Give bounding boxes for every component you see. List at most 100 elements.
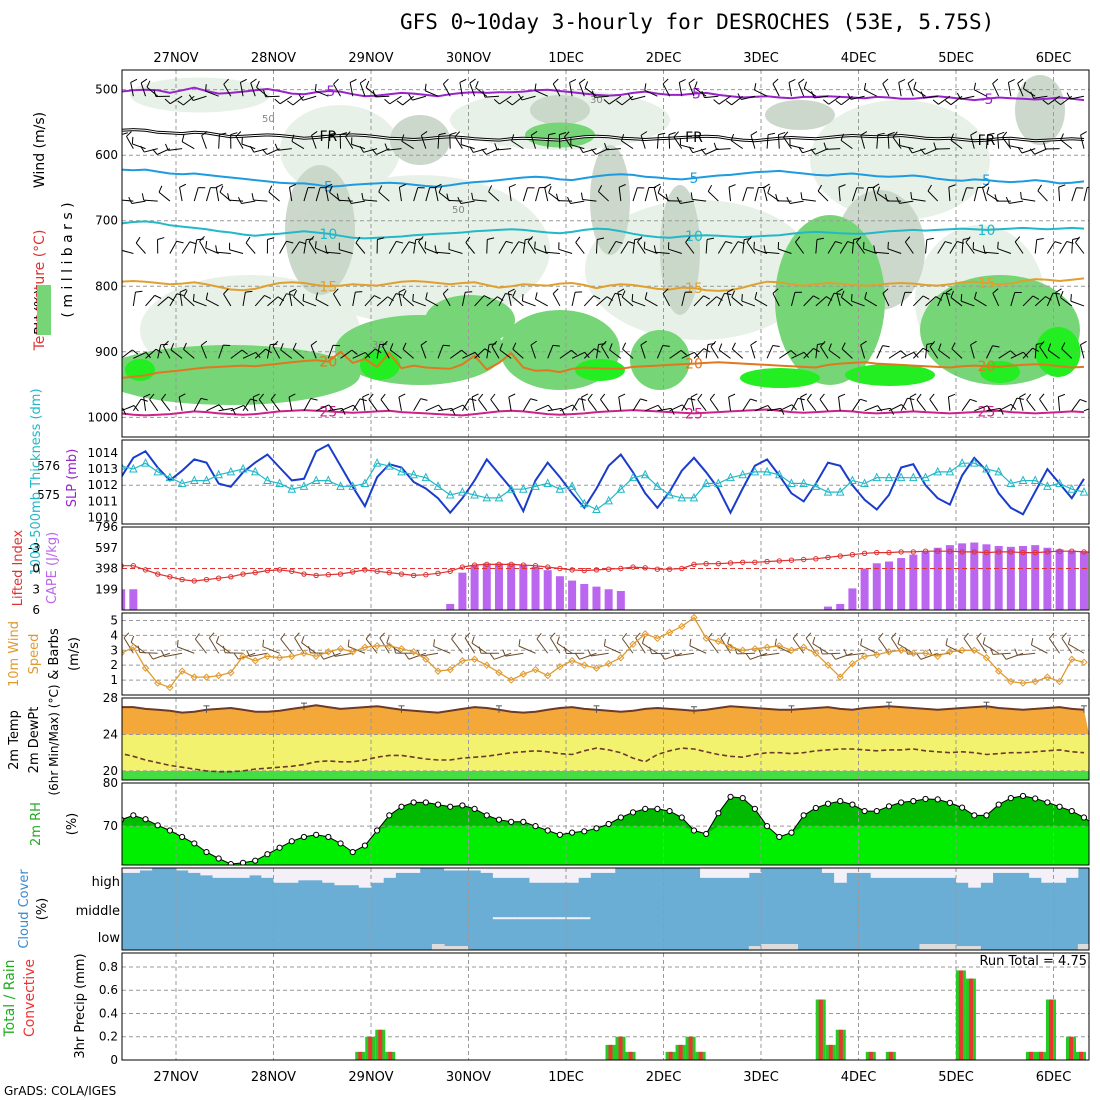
- wind-barb-flag: [408, 241, 416, 245]
- cloud-high-clear: [334, 868, 348, 886]
- wind-speed-marker: [422, 655, 430, 663]
- wind-barb-flag: [336, 193, 340, 201]
- y-tick-label: 70: [103, 819, 118, 833]
- wind-barb: [169, 95, 183, 105]
- wind-barb: [111, 192, 122, 201]
- li-marker: [155, 571, 161, 577]
- wind-barb-flag: [819, 647, 823, 655]
- wind-barb: [512, 95, 524, 106]
- wind-barb: [694, 87, 707, 97]
- wind-barb: [258, 399, 268, 412]
- wind-barb-flag: [194, 633, 200, 640]
- y-tick-label: 1013: [87, 462, 118, 476]
- wind-barb: [132, 398, 142, 412]
- li-marker: [679, 565, 685, 572]
- wind-barb-flag: [992, 78, 999, 84]
- wind-barb: [420, 135, 427, 149]
- y-tick-label: 3: [110, 643, 118, 657]
- wind-barb: [840, 139, 853, 150]
- wind-barb: [491, 345, 500, 359]
- cloud-low-clear: [456, 946, 469, 950]
- li-marker: [374, 568, 380, 574]
- wind-barb: [223, 83, 232, 97]
- dewpt-series: [122, 747, 1085, 773]
- wind-barb-flag: [161, 393, 167, 400]
- wind-barb-flag: [688, 146, 694, 153]
- li-marker: [1008, 549, 1014, 555]
- wind-barb: [512, 348, 524, 359]
- y-tick-label: 800: [95, 279, 118, 293]
- rh2m-marker: [934, 796, 941, 803]
- wind-speed-marker: [458, 657, 467, 665]
- rh2m-marker: [1032, 795, 1039, 802]
- wind-barb: [598, 191, 609, 202]
- wind-barb-flag: [371, 148, 377, 155]
- wind-barb: [218, 407, 233, 412]
- wind-barb-flag: [131, 136, 134, 144]
- li-marker: [215, 575, 222, 581]
- temp-panel: [122, 698, 1089, 780]
- wind-barb: [530, 135, 537, 149]
- wind-barb: [328, 407, 343, 412]
- wind-barb: [632, 239, 636, 254]
- li-marker: [605, 566, 612, 572]
- wind-barb-flag: [731, 290, 736, 298]
- wind-barb: [656, 345, 664, 359]
- wind-barb: [280, 349, 293, 359]
- wind-barb-flag: [208, 632, 215, 639]
- wind-barb-flag: [145, 352, 151, 359]
- top-date-label: 1DEC: [548, 51, 584, 66]
- wind-barb-flag: [365, 633, 371, 640]
- top-date-label: 29NOV: [348, 51, 393, 66]
- wind-barb-flag: [603, 99, 610, 105]
- wind-barb: [951, 348, 963, 359]
- wind-barb: [606, 148, 621, 151]
- wind-barb: [181, 141, 195, 150]
- li-marker: [1032, 549, 1038, 556]
- rh2m-marker: [788, 829, 795, 836]
- wind-barb-flag: [621, 632, 628, 640]
- wind-barb-flag: [299, 241, 307, 245]
- wind-barb: [618, 396, 622, 411]
- wind-barb-flag: [718, 343, 723, 351]
- cape-bar: [555, 576, 564, 610]
- wind-barb: [570, 144, 585, 150]
- wind-barb: [1019, 397, 1024, 411]
- wind-barb: [92, 647, 109, 653]
- rh2m-marker: [654, 805, 661, 812]
- cloud-high-clear: [980, 868, 994, 883]
- wind-barb-flag: [701, 90, 705, 98]
- wind-barb-flag: [1022, 81, 1026, 89]
- wind-barb: [242, 351, 256, 359]
- wind-barb: [632, 187, 638, 202]
- wind-barb: [1080, 134, 1085, 149]
- wind-barb-flag: [314, 83, 317, 92]
- thickness-marker: [506, 484, 516, 493]
- wind-barb: [1034, 148, 1048, 155]
- upper-air-frame: [121, 69, 1090, 438]
- wind-barb: [925, 344, 928, 359]
- thickness-marker: [726, 472, 735, 482]
- wind-barb: [351, 200, 365, 204]
- wind-barb: [998, 403, 1012, 412]
- isotherm-label: 10: [978, 223, 996, 239]
- wind-speed-marker: [921, 649, 930, 657]
- wind-barb: [1010, 397, 1018, 412]
- wind-speed-marker: [122, 650, 125, 657]
- wind-barb: [631, 95, 646, 101]
- wind-barb-flag: [511, 134, 515, 142]
- wind-barb-flag: [1019, 393, 1026, 398]
- wind-barb-flag: [474, 352, 481, 359]
- wind-barb: [179, 292, 183, 307]
- rh2m-marker: [861, 807, 868, 815]
- wind-barb: [1014, 241, 1024, 254]
- wind-barb-flag: [1067, 637, 1071, 645]
- cloud-high-clear: [517, 868, 530, 878]
- wind-barb-flag: [188, 94, 194, 101]
- wind-barb-flag: [137, 645, 141, 653]
- wind-barb-flag: [201, 131, 208, 136]
- isotherm-label: 25: [319, 404, 337, 420]
- wind-barb: [302, 300, 317, 307]
- isotherm-label: -5: [979, 92, 993, 108]
- rh2m-marker: [1068, 807, 1075, 815]
